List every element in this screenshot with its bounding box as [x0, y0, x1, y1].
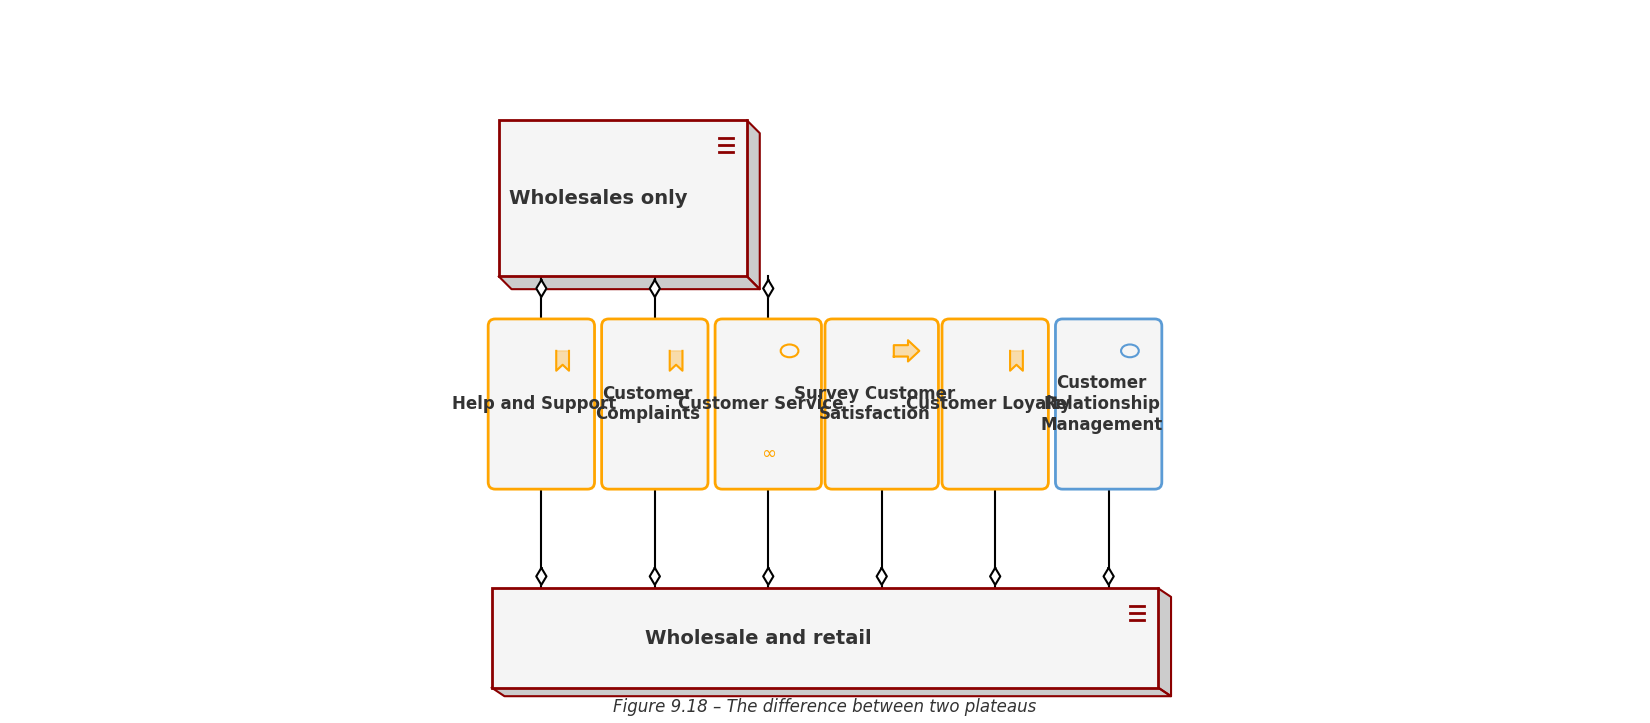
- Text: Survey Customer
Satisfaction: Survey Customer Satisfaction: [794, 385, 955, 424]
- Text: Customer Service: Customer Service: [678, 395, 843, 413]
- Polygon shape: [536, 568, 546, 585]
- Polygon shape: [1158, 589, 1172, 696]
- Polygon shape: [990, 568, 1000, 585]
- Text: Wholesales only: Wholesales only: [508, 189, 688, 208]
- FancyBboxPatch shape: [498, 121, 747, 276]
- Text: Customer
Complaints: Customer Complaints: [596, 385, 700, 424]
- Polygon shape: [536, 280, 546, 297]
- Polygon shape: [764, 280, 774, 297]
- Text: Figure 9.18 – The difference between two plateaus: Figure 9.18 – The difference between two…: [614, 698, 1036, 716]
- Polygon shape: [492, 688, 1172, 696]
- Polygon shape: [894, 341, 919, 362]
- FancyBboxPatch shape: [492, 589, 1158, 688]
- FancyBboxPatch shape: [942, 319, 1048, 489]
- Polygon shape: [764, 568, 774, 585]
- Text: Wholesale and retail: Wholesale and retail: [645, 628, 871, 648]
- FancyBboxPatch shape: [488, 319, 594, 489]
- Polygon shape: [876, 568, 886, 585]
- Polygon shape: [556, 351, 569, 371]
- Text: Customer
Relationship
Management: Customer Relationship Management: [1041, 375, 1163, 434]
- Polygon shape: [650, 280, 660, 297]
- Polygon shape: [1104, 568, 1114, 585]
- Polygon shape: [498, 276, 759, 289]
- Text: ∞: ∞: [761, 445, 776, 463]
- Polygon shape: [650, 568, 660, 585]
- Text: Customer Loyalty: Customer Loyalty: [906, 395, 1071, 413]
- Polygon shape: [670, 351, 683, 371]
- FancyBboxPatch shape: [602, 319, 708, 489]
- Polygon shape: [1010, 351, 1023, 371]
- Polygon shape: [747, 121, 759, 289]
- FancyBboxPatch shape: [1056, 319, 1162, 489]
- Text: Help and Support: Help and Support: [452, 395, 617, 413]
- FancyBboxPatch shape: [825, 319, 939, 489]
- FancyBboxPatch shape: [714, 319, 822, 489]
